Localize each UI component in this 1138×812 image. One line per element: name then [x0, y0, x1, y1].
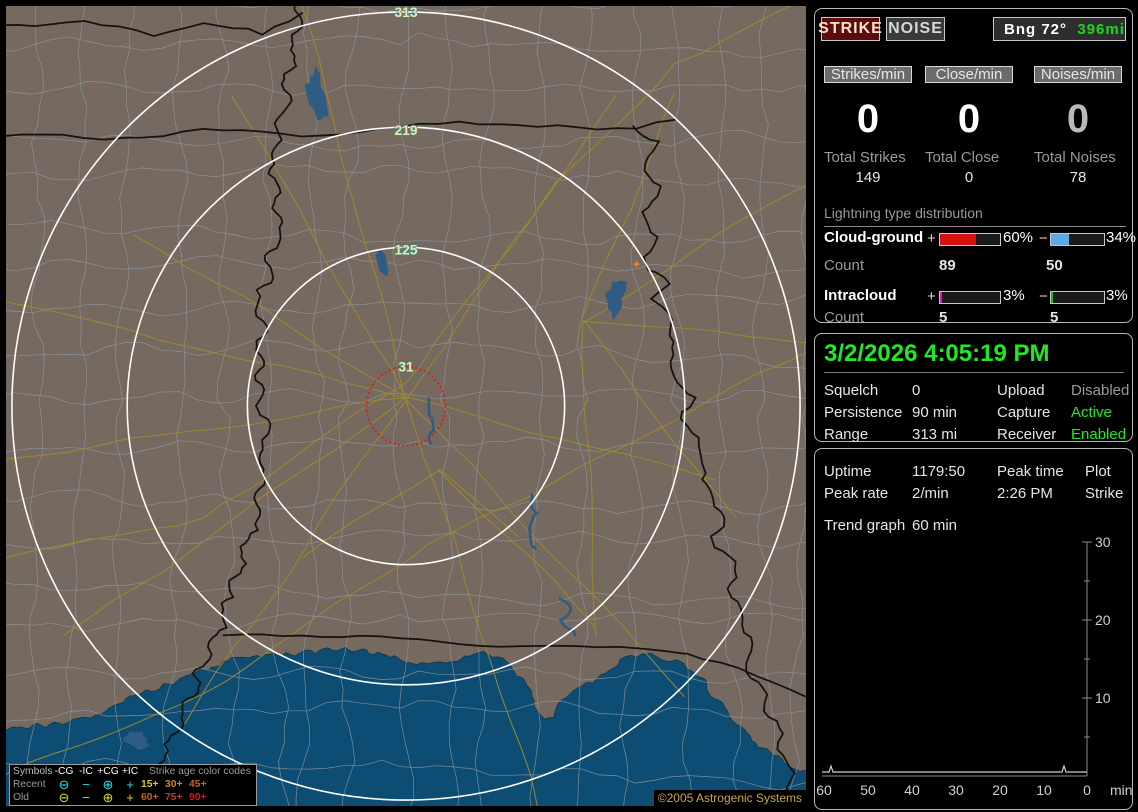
svg-text:31: 31	[398, 360, 414, 375]
svg-text:50: 50	[860, 782, 876, 798]
svg-text:30: 30	[1095, 534, 1111, 550]
svg-text:125: 125	[394, 242, 417, 257]
svg-text:40: 40	[904, 782, 920, 798]
svg-text:0: 0	[1083, 782, 1091, 798]
svg-text:60: 60	[816, 782, 832, 798]
svg-text:10: 10	[1036, 782, 1052, 798]
svg-text:10: 10	[1095, 690, 1111, 706]
svg-text:313: 313	[394, 6, 417, 20]
svg-text:219: 219	[394, 123, 417, 138]
svg-text:20: 20	[992, 782, 1008, 798]
svg-text:min: min	[1110, 782, 1133, 798]
svg-text:30: 30	[948, 782, 964, 798]
svg-text:20: 20	[1095, 612, 1111, 628]
